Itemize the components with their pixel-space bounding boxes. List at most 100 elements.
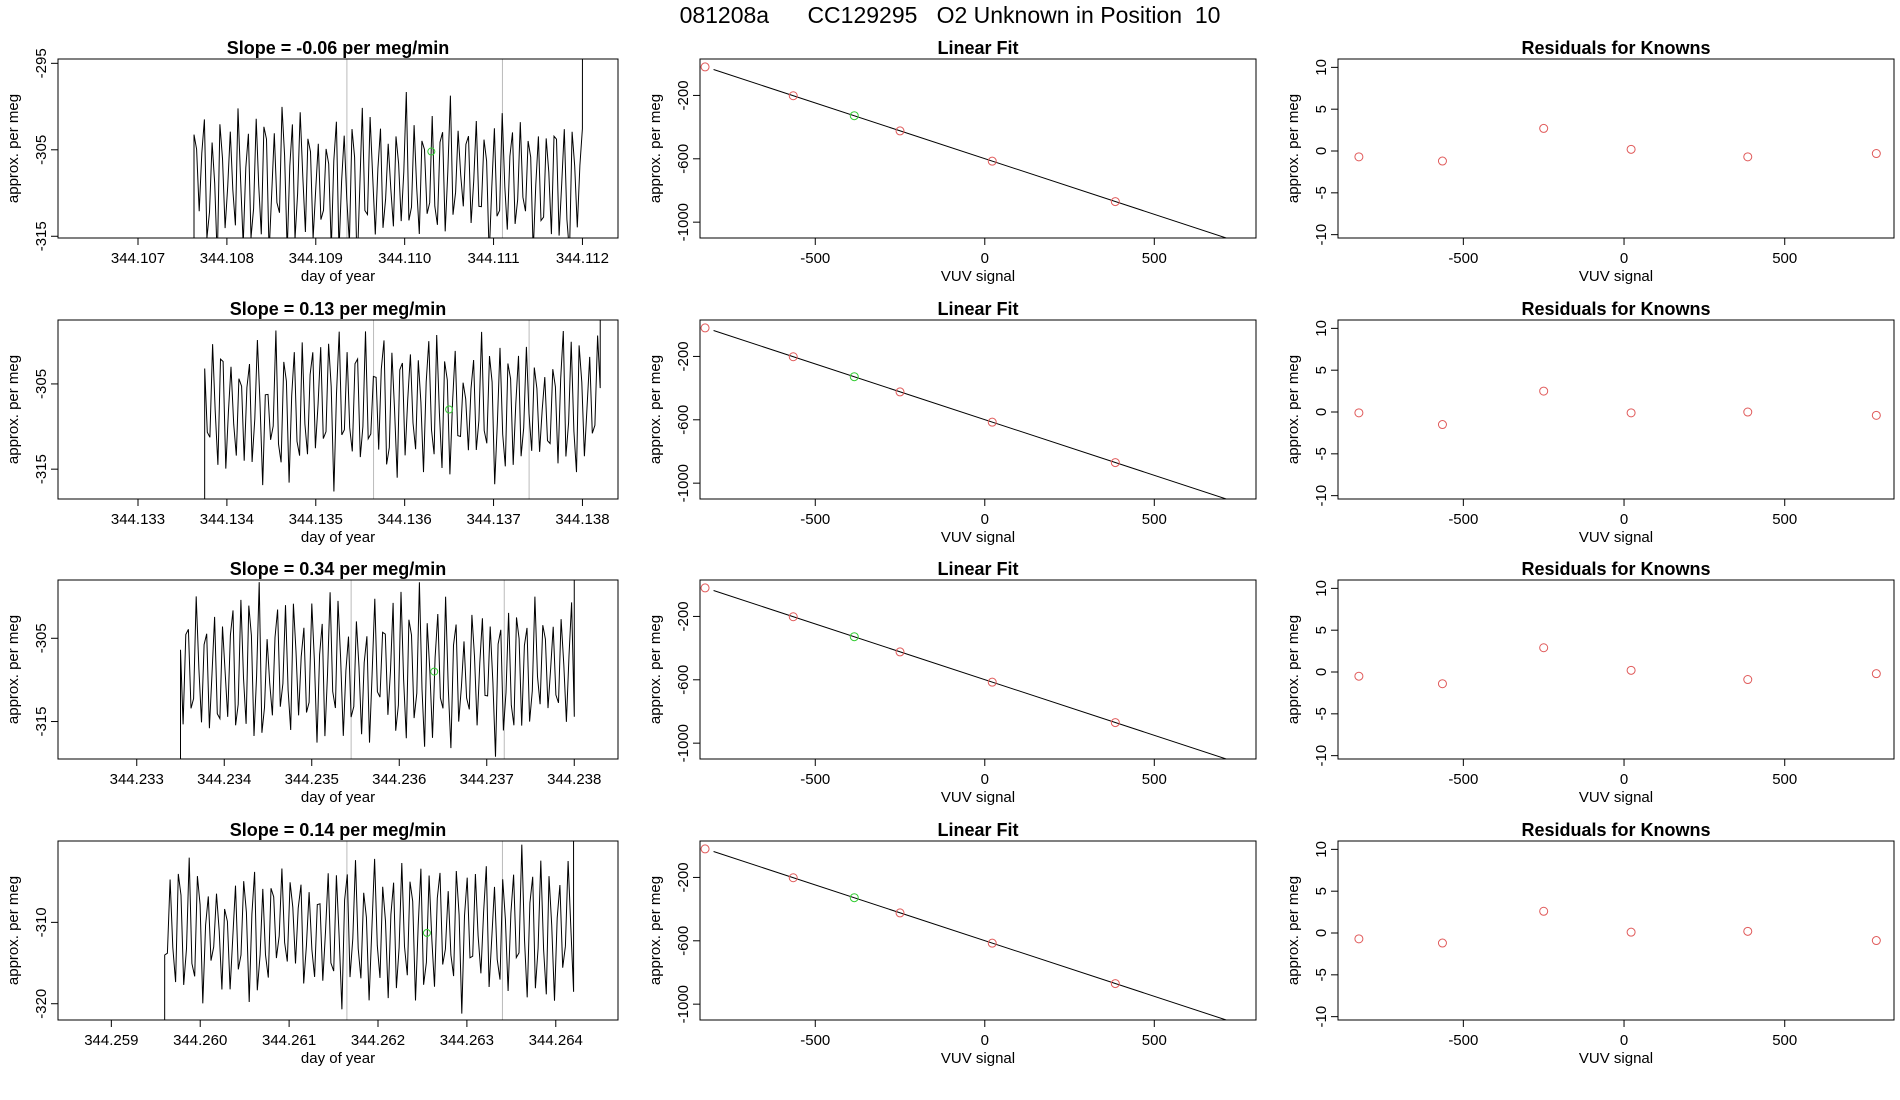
y-axis-label: approx. per meg (647, 94, 664, 203)
y-axis: -305 -315 (33, 623, 59, 737)
known-point (1110, 197, 1120, 207)
known-point (700, 844, 710, 854)
y-tick-label: -320 (33, 989, 50, 1019)
x-tick-label: 344.109 (289, 250, 343, 267)
plot-frame (57, 579, 619, 760)
y-tick-label: -315 (33, 221, 50, 251)
x-axis: -500 0 500 (800, 758, 1167, 788)
x-axis-label: day of year (301, 268, 375, 285)
known-point (1247, 763, 1255, 771)
y-axis-label: approx. per meg (1285, 355, 1302, 464)
x-tick-label: 500 (1142, 771, 1167, 788)
y-axis-label: approx. per meg (5, 876, 22, 985)
x-tick-label: -500 (800, 511, 830, 528)
x-axis: -500 0 500 (1448, 498, 1797, 528)
x-tick-label: 344.236 (372, 771, 426, 788)
plot-frame (699, 579, 1257, 760)
data-series-line (180, 580, 575, 759)
y-axis: 10 5 0 -5 -10 (1313, 320, 1339, 507)
residual-point (1354, 671, 1364, 681)
y-tick-label: 5 (1313, 105, 1330, 113)
y-tick-label: -1000 (675, 985, 692, 1023)
x-tick-label: 0 (1620, 1032, 1628, 1049)
chart-title: Slope = 0.14 per meg/min (230, 820, 447, 840)
x-tick-label: -500 (800, 250, 830, 267)
x-tick-label: 500 (1772, 771, 1797, 788)
chart-title: Residuals for Knowns (1521, 820, 1710, 840)
chart-title: Residuals for Knowns (1521, 38, 1710, 58)
x-axis-label: day of year (301, 1050, 375, 1067)
plot-frame (57, 58, 619, 239)
y-tick-label: 0 (1313, 147, 1330, 155)
x-axis: 344.133 344.134 344.135 344.136 344.137 344.1… (111, 498, 610, 528)
y-axis: -200 -600 -1000 (675, 601, 701, 762)
x-tick-label: 344.110 (378, 250, 431, 267)
known-point (700, 62, 710, 72)
x-axis-label: VUV signal (941, 789, 1015, 806)
residual-point (1626, 927, 1636, 937)
x-tick-label: -500 (800, 771, 830, 788)
residuals-panel: Residuals for Knowns -500 0 500 VUV signal 10… (1285, 559, 1895, 806)
residuals-panel: Residuals for Knowns -500 0 500 VUV signal 10… (1285, 38, 1895, 285)
x-tick-label: 0 (981, 1032, 989, 1049)
plot-area (193, 59, 583, 238)
y-tick-label: -10 (1313, 745, 1330, 767)
plot-frame (699, 319, 1257, 500)
x-tick-label: 500 (1772, 250, 1797, 267)
chart-title: Linear Fit (937, 38, 1018, 58)
y-tick-label: -315 (33, 454, 50, 484)
plot-area (1354, 643, 1881, 689)
x-axis-label: VUV signal (941, 1050, 1015, 1067)
y-axis-label: approx. per meg (5, 615, 22, 724)
x-axis-label: VUV signal (1579, 529, 1653, 546)
x-axis: -500 0 500 (800, 237, 1167, 267)
x-axis-label: VUV signal (941, 268, 1015, 285)
x-axis-label: VUV signal (1579, 268, 1653, 285)
x-tick-label: 344.112 (556, 250, 609, 267)
unknown-point (445, 405, 454, 414)
x-axis-label: day of year (301, 529, 375, 546)
x-axis: -500 0 500 (1448, 758, 1797, 788)
x-axis: 344.233 344.234 344.235 344.236 344.237 344.2… (110, 758, 601, 788)
residual-point (1539, 386, 1549, 396)
unknown-point (849, 893, 859, 903)
x-tick-label: -500 (1448, 771, 1478, 788)
y-tick-label: -10 (1313, 224, 1330, 246)
y-tick-label: -5 (1313, 707, 1330, 720)
y-axis: 10 5 0 -5 -10 (1313, 59, 1339, 246)
chart-title: Linear Fit (937, 820, 1018, 840)
y-axis-label: approx. per meg (647, 615, 664, 724)
linear_fit-panel: Linear Fit -500 0 500 VUV signal -200 -600 -100… (647, 299, 1257, 546)
x-tick-label: 344.264 (529, 1032, 583, 1049)
x-axis: -500 0 500 (1448, 1019, 1797, 1049)
known-point (788, 873, 798, 883)
plot-area (204, 320, 601, 499)
known-point (895, 908, 905, 918)
y-tick-label: 10 (1313, 320, 1330, 337)
x-tick-label: 344.138 (555, 511, 609, 528)
x-tick-label: 344.133 (111, 511, 165, 528)
y-tick-label: -5 (1313, 447, 1330, 460)
x-tick-label: 344.263 (440, 1032, 494, 1049)
residual-point (1871, 149, 1881, 159)
y-tick-label: -200 (675, 80, 692, 110)
y-tick-label: -10 (1313, 1006, 1330, 1028)
plot-frame (1337, 58, 1895, 239)
plot-frame (57, 840, 619, 1021)
y-tick-label: 10 (1313, 841, 1330, 858)
known-point (987, 156, 997, 166)
y-tick-label: -10 (1313, 485, 1330, 507)
x-tick-label: 344.134 (200, 511, 254, 528)
residual-point (1437, 156, 1447, 166)
x-tick-label: 0 (981, 771, 989, 788)
x-tick-label: 344.262 (351, 1032, 405, 1049)
y-axis: -310 -320 (33, 907, 59, 1019)
plot-area (700, 844, 1228, 1020)
known-point (788, 352, 798, 362)
plot-area (1354, 123, 1881, 166)
residual-point (1743, 152, 1753, 162)
x-axis: -500 0 500 (800, 498, 1167, 528)
